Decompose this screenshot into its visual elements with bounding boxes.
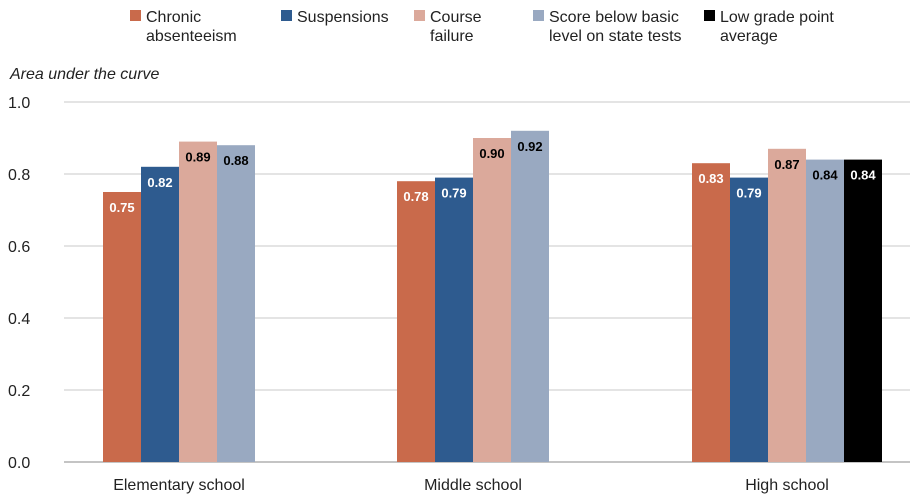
bar xyxy=(179,141,217,462)
legend-swatch xyxy=(130,10,141,21)
bar xyxy=(397,181,435,462)
bar-value-label: 0.84 xyxy=(850,168,876,183)
bar xyxy=(768,148,806,463)
legend-swatch xyxy=(533,10,544,21)
bar xyxy=(141,166,179,463)
bar xyxy=(217,145,255,462)
bar xyxy=(511,130,549,463)
bar-value-label: 0.90 xyxy=(479,146,504,161)
bar-value-label: 0.83 xyxy=(698,171,723,186)
bar xyxy=(806,159,844,462)
bar-value-label: 0.82 xyxy=(147,175,172,190)
y-tick-label: 0.0 xyxy=(8,455,30,472)
bar-value-label: 0.88 xyxy=(223,153,248,168)
bar xyxy=(435,177,473,462)
legend-label: Course xyxy=(430,9,482,26)
bar xyxy=(103,192,141,462)
bar xyxy=(473,138,511,462)
y-tick-label: 0.6 xyxy=(8,239,30,256)
bar-value-label: 0.89 xyxy=(185,150,210,165)
y-axis-ticks: 0.0 0.2 0.4 0.6 0.8 1.0 xyxy=(8,95,30,472)
bar-value-label: 0.78 xyxy=(403,189,428,204)
category-label: High school xyxy=(745,477,829,494)
category-label: Elementary school xyxy=(113,477,245,494)
bar xyxy=(730,177,768,462)
bars xyxy=(103,130,882,463)
bar-value-label: 0.79 xyxy=(441,186,466,201)
legend-label: failure xyxy=(430,28,474,45)
legend-label: Score below basic xyxy=(549,9,679,26)
bar-value-label: 0.84 xyxy=(812,168,838,183)
y-tick-label: 0.4 xyxy=(8,311,30,328)
y-tick-label: 1.0 xyxy=(8,95,30,112)
bar xyxy=(844,159,882,462)
bar-value-label: 0.87 xyxy=(774,157,799,172)
y-axis-label: Area under the curve xyxy=(9,66,160,83)
bar-value-label: 0.79 xyxy=(736,186,761,201)
legend-label: absenteeism xyxy=(146,28,237,45)
legend-label: Suspensions xyxy=(297,9,389,26)
y-tick-label: 0.8 xyxy=(8,167,30,184)
bar xyxy=(692,163,730,462)
legend-swatch xyxy=(414,10,425,21)
legend-swatch xyxy=(281,10,292,21)
legend-label: level on state tests xyxy=(549,28,682,45)
legend: Chronic absenteeism Suspensions Course failu… xyxy=(130,9,834,45)
bar-value-label: 0.92 xyxy=(517,139,542,154)
category-label: Middle school xyxy=(424,477,522,494)
bar-value-label: 0.75 xyxy=(109,200,134,215)
bar-labels: 0.75 0.82 0.89 0.88 0.78 0.79 0.90 0.92 0.83 0.79… xyxy=(109,139,876,215)
category-labels: Elementary school Middle school High schoo… xyxy=(113,477,829,494)
legend-label: average xyxy=(720,28,778,45)
legend-label: Chronic xyxy=(146,9,201,26)
legend-label: Low grade point xyxy=(720,9,834,26)
legend-swatch xyxy=(704,10,715,21)
y-tick-label: 0.2 xyxy=(8,383,30,400)
